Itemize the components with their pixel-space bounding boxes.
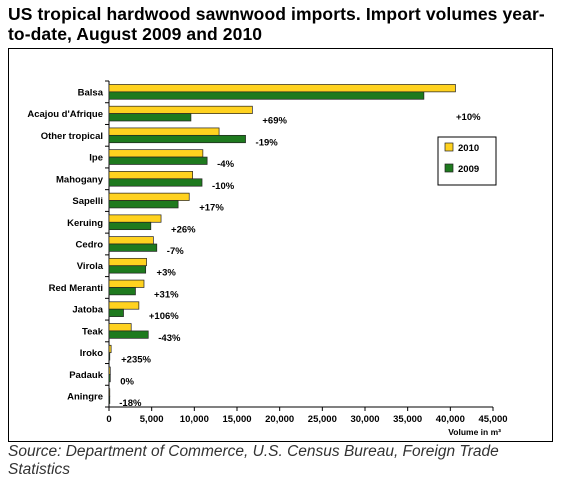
category-label: Other tropical (41, 131, 103, 142)
category-label: Acajou d'Afrique (27, 109, 103, 120)
bar-2010 (108, 236, 154, 245)
category-label: Iroko (80, 348, 103, 359)
bar-2010 (108, 171, 193, 180)
change-annotation: +69% (262, 116, 287, 127)
bar-2009 (108, 178, 203, 187)
bar-2009 (108, 287, 136, 296)
change-annotation: 0% (120, 376, 134, 387)
bar-2010 (108, 279, 145, 288)
category-label: Balsa (78, 87, 104, 98)
change-annotation: -18% (119, 398, 142, 409)
source-note: Source: Department of Commerce, U.S. Cen… (8, 443, 499, 478)
bar-2009 (108, 308, 124, 317)
legend-label: 2009 (458, 164, 479, 175)
bar-2009 (108, 156, 208, 165)
change-annotation: +26% (171, 224, 196, 235)
x-axis-label: Volume in m³ (448, 427, 501, 437)
chart-title: US tropical hardwood sawnwood imports. I… (8, 4, 545, 44)
bar-2010 (108, 366, 111, 375)
change-annotation: -19% (256, 137, 279, 148)
bar-2009 (108, 395, 111, 404)
category-label: Cedro (76, 240, 104, 251)
legend-swatch-2009 (444, 163, 454, 173)
bar-2009 (108, 221, 152, 231)
category-label: Padauk (69, 370, 104, 381)
bar-2010 (108, 105, 253, 114)
bar-2010 (108, 149, 204, 158)
bar-2010 (108, 344, 112, 354)
bar-2009 (108, 134, 246, 144)
change-annotation: +3% (157, 268, 177, 279)
category-label: Aningre (67, 392, 103, 403)
x-tick-label: 35,000 (393, 414, 422, 425)
change-annotation: -7% (167, 246, 184, 257)
bar-2009 (108, 330, 149, 339)
bar-2009 (108, 91, 425, 100)
x-tick-label: 15,000 (222, 414, 251, 425)
bar-2009 (108, 265, 147, 274)
x-tick-label: 30,000 (350, 414, 379, 425)
x-tick-label: 40,000 (436, 414, 465, 425)
x-tick-label: 10,000 (180, 414, 209, 425)
bar-chart: Balsa Acajou d'Afrique Other tropical Ipe Ma… (27, 80, 508, 437)
change-annotation: -10% (212, 181, 235, 192)
x-tick-label: 0 (106, 414, 111, 425)
change-annotation: +17% (199, 203, 224, 214)
bar-2009 (108, 113, 192, 122)
category-label: Jatoba (72, 305, 103, 316)
x-tick-label: 45,000 (478, 414, 507, 425)
bar-2009 (108, 374, 111, 383)
bar-2010 (108, 84, 456, 93)
legend-swatch-2010 (444, 142, 454, 152)
change-annotation: +31% (154, 289, 179, 300)
legend-label: 2010 (458, 143, 479, 154)
category-label: Keruing (67, 218, 103, 229)
bar-2010 (108, 323, 132, 332)
bar-2009 (108, 243, 158, 252)
category-label: Virola (77, 261, 104, 272)
category-label: Sapelli (72, 196, 103, 207)
category-label: Ipe (89, 153, 103, 164)
change-annotation: -4% (217, 159, 234, 170)
x-tick-label: 25,000 (308, 414, 337, 425)
x-tick-label: 5,000 (140, 414, 164, 425)
bar-2010 (108, 192, 190, 201)
bar-2009 (108, 200, 179, 209)
change-annotation: +106% (149, 311, 179, 322)
change-annotation: -43% (158, 333, 181, 344)
chart-frame: Balsa Acajou d'Afrique Other tropical Ipe Ma… (8, 48, 553, 442)
category-label: Mahogany (56, 174, 104, 185)
category-label: Teak (82, 326, 104, 337)
bar-2009 (108, 352, 111, 361)
change-annotation: +10% (456, 112, 481, 123)
bar-2010 (108, 257, 147, 267)
x-tick-label: 20,000 (265, 414, 294, 425)
bar-2010 (108, 301, 140, 310)
category-label: Red Meranti (49, 283, 103, 294)
bar-2010 (108, 388, 111, 397)
bar-2010 (108, 214, 162, 223)
bar-2010 (108, 127, 220, 136)
change-annotation: +235% (121, 355, 151, 366)
